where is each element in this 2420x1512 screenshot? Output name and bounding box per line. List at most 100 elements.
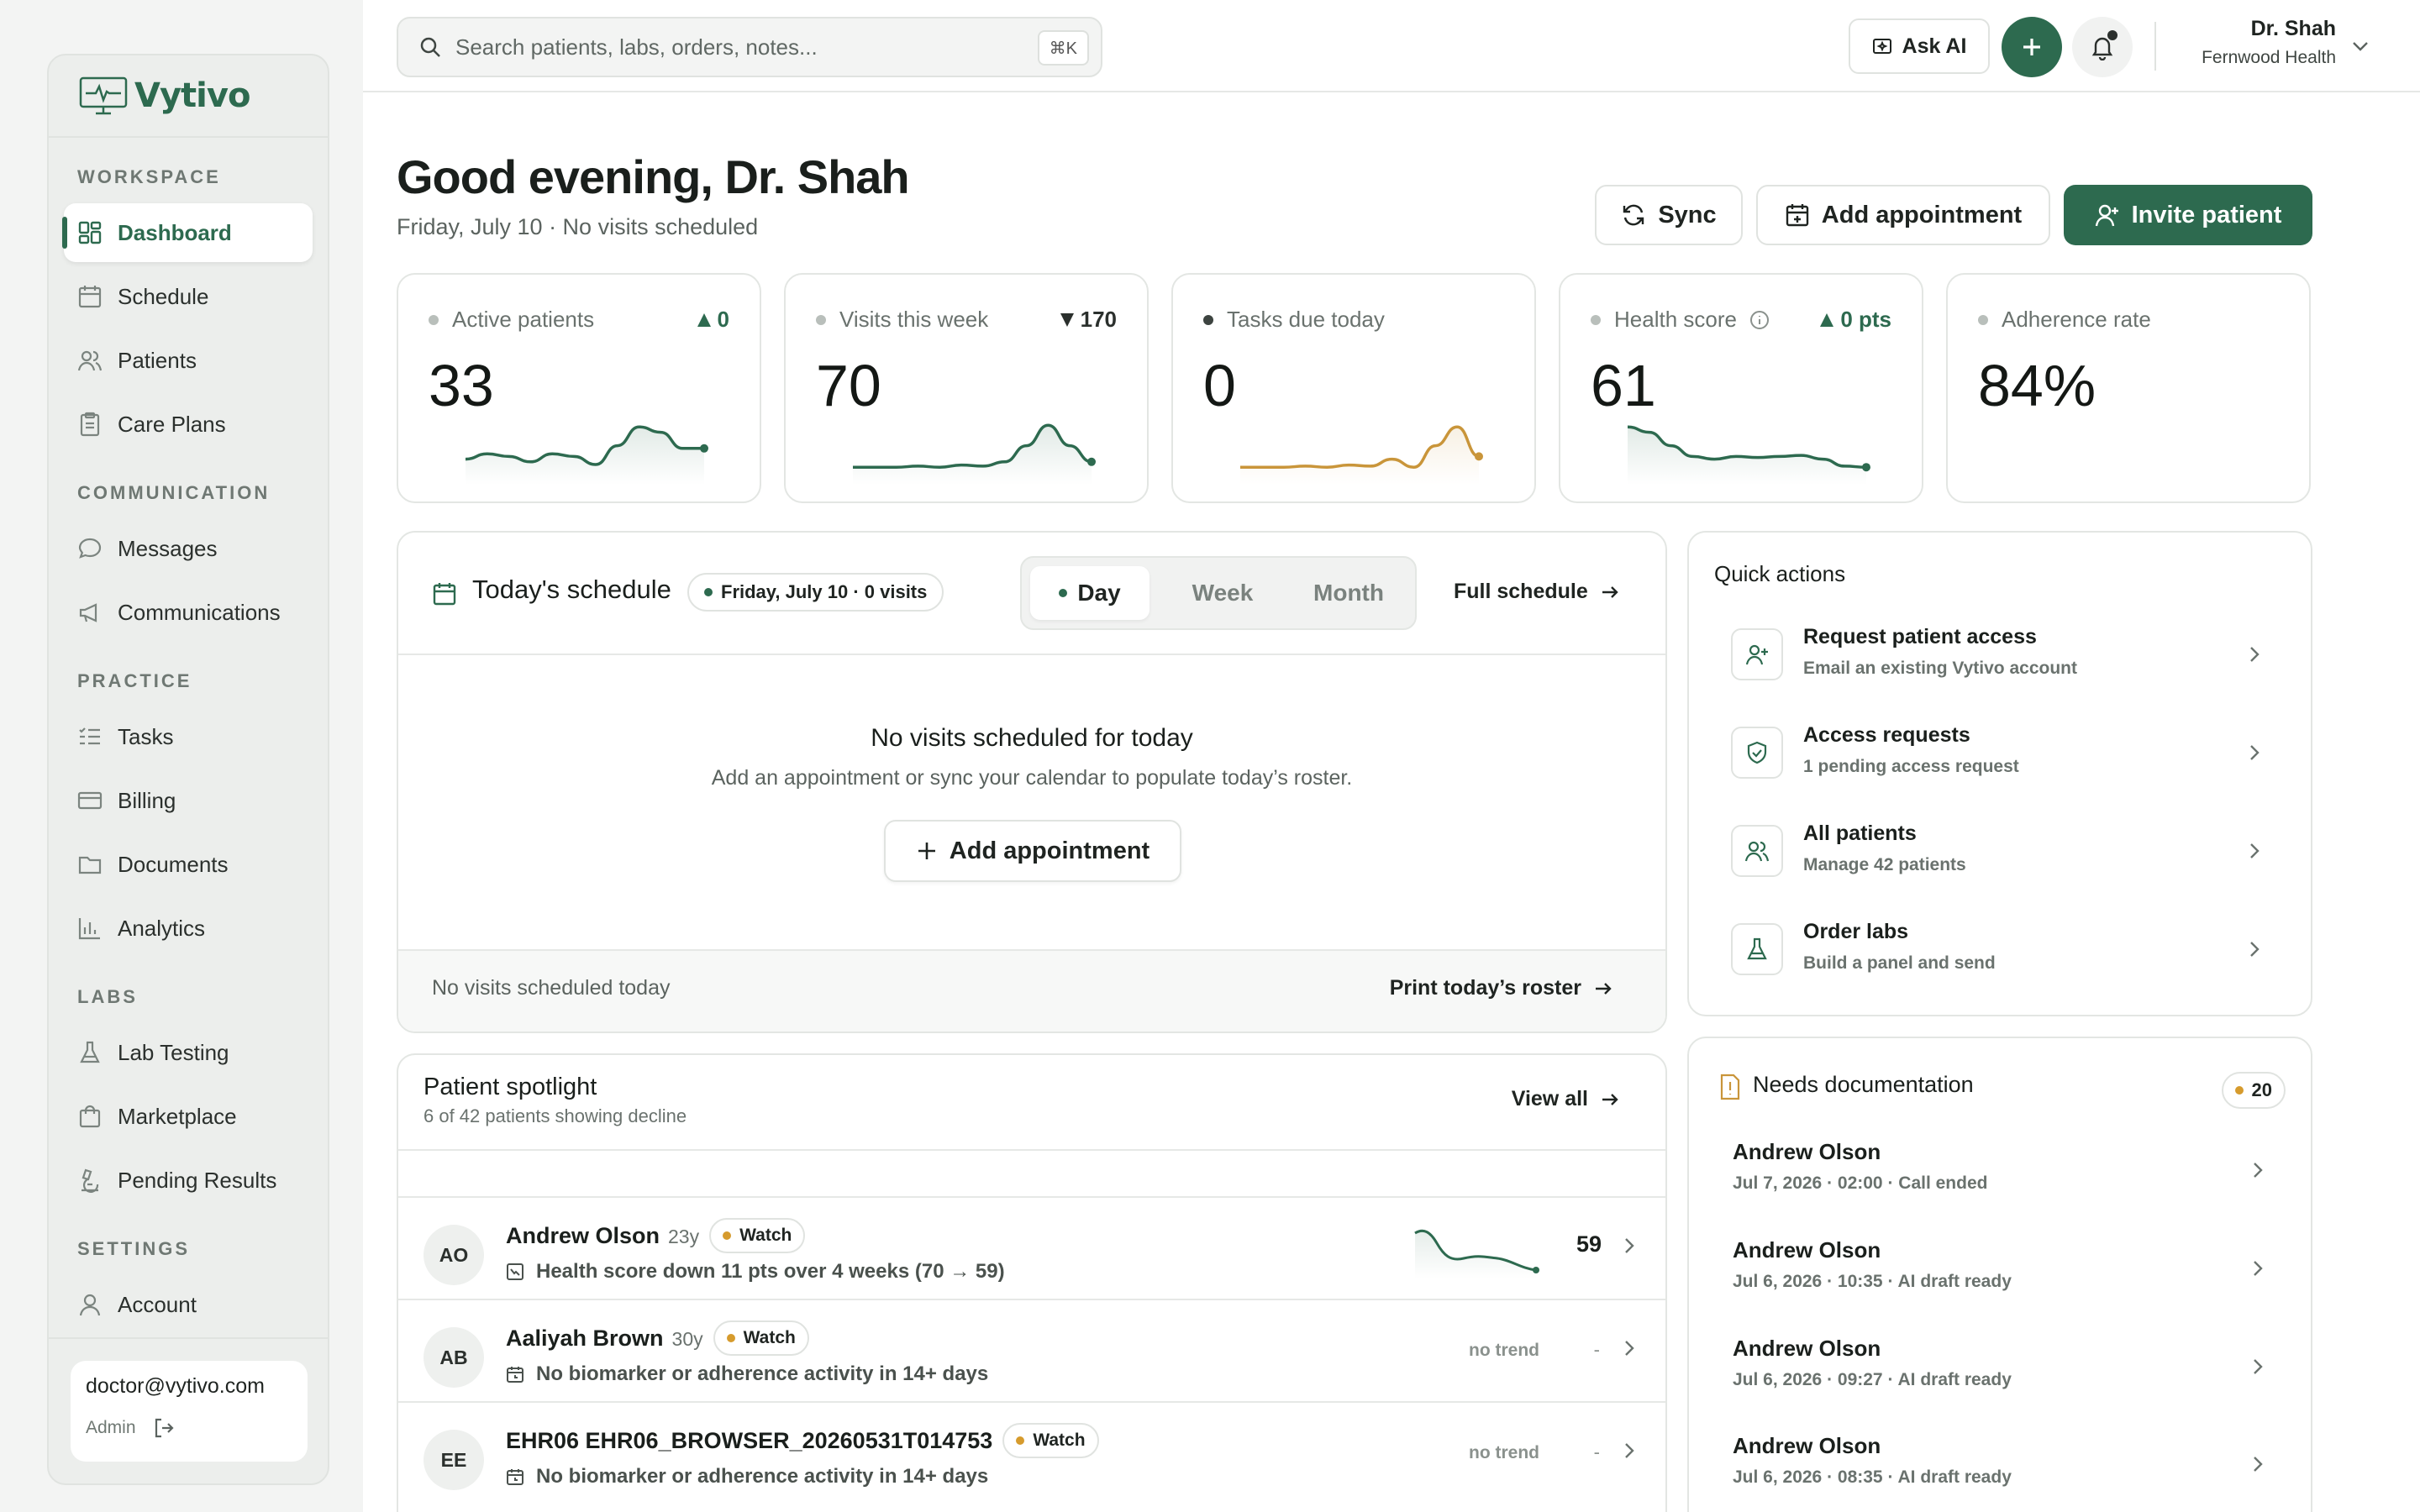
tab-month[interactable]: Month [1289, 566, 1408, 620]
sparkline-end-point [1475, 452, 1483, 461]
status-dot [723, 1231, 732, 1240]
sparkline-area [853, 425, 1092, 485]
sidebar-item-marketplace[interactable]: Marketplace [64, 1087, 313, 1146]
active-dot [1059, 589, 1068, 597]
notifications-button[interactable] [2072, 17, 2133, 77]
list-item[interactable]: Andrew Olson Jul 6, 2026 · 08:35 · AI dr… [1733, 1433, 2270, 1500]
sidebar-item-patients[interactable]: Patients [64, 331, 313, 390]
health-score: - [1593, 1339, 1600, 1360]
stat-delta: 170 [1080, 307, 1117, 332]
stat-card-health-score[interactable]: Health score 0 pts 61 [1559, 273, 1923, 503]
list-item[interactable]: Andrew Olson Jul 7, 2026 · 02:00 · Call … [1733, 1139, 2270, 1206]
credit-card-icon [77, 788, 103, 813]
sparkle-box-icon [1872, 36, 1902, 56]
sidebar-item-communications[interactable]: Communications [64, 583, 313, 642]
tab-label: Month [1313, 580, 1384, 606]
create-button[interactable] [2002, 17, 2062, 77]
note-detail: Jul 6, 2026 · 08:35 · AI draft ready [1733, 1467, 2012, 1487]
sidebar-item-tasks[interactable]: Tasks [64, 707, 313, 766]
info-icon[interactable] [1749, 309, 1770, 331]
status-badge: Watch [1002, 1423, 1099, 1458]
sparkline [465, 425, 708, 485]
sparkline-line [852, 423, 1092, 469]
add-appointment-button[interactable]: Add appointment [1756, 185, 2050, 245]
patient-name: Aaliyah Brown [506, 1326, 664, 1352]
sidebar-item-analytics[interactable]: Analytics [64, 899, 313, 958]
patient-name: Andrew Olson [506, 1223, 660, 1249]
sidebar-item-billing[interactable]: Billing [64, 771, 313, 830]
chevron-right-icon [2252, 1259, 2264, 1278]
search-bar[interactable]: Search patients, labs, orders, notes... … [397, 17, 1102, 77]
patient-name: EHR06 EHR06_BROWSER_20260531T014753 [506, 1428, 993, 1454]
quick-action-all-patients[interactable]: All patients Manage 42 patients [1731, 816, 2267, 885]
invite-patient-label: Invite patient [2131, 201, 2282, 228]
view-all-link[interactable]: View all [1512, 1087, 1620, 1111]
sidebar-item-pending-results[interactable]: Pending Results [64, 1151, 313, 1210]
sidebar-item-messages[interactable]: Messages [64, 519, 313, 578]
sidebar-item-dashboard[interactable]: Dashboard [62, 203, 313, 262]
stat-card-tasks-due-today[interactable]: Tasks due today 0 [1171, 273, 1536, 503]
note-patient-name: Andrew Olson [1733, 1433, 1881, 1458]
logout-icon[interactable] [136, 1417, 175, 1439]
user-card[interactable]: doctor@vytivo.com Admin [71, 1361, 308, 1462]
sparkline [1239, 425, 1483, 485]
stat-card-visits-this-week[interactable]: Visits this week 170 70 [784, 273, 1149, 503]
message-icon [77, 536, 103, 561]
section-practice: PRACTICE [77, 670, 192, 691]
ask-ai-button[interactable]: Ask AI [1849, 18, 1990, 74]
patient-age: 30y [671, 1328, 703, 1351]
schedule-footer-text: No visits scheduled today [432, 976, 671, 1000]
account-menu[interactable]: Dr. Shah Fernwood Health [2202, 17, 2370, 68]
sidebar: Vytivo WORKSPACE Dashboard Schedule Pati… [47, 54, 329, 1485]
count-badge: 20 [2221, 1072, 2286, 1109]
sidebar-item-lab-testing[interactable]: Lab Testing [64, 1023, 313, 1082]
print-roster-link[interactable]: Print today’s roster [1390, 976, 1613, 1000]
stat-label: Active patients [452, 307, 595, 332]
sidebar-item-label: Billing [118, 787, 176, 813]
table-row[interactable]: AO Andrew Olson 23y Watch Health score dow… [398, 1196, 1665, 1299]
ask-ai-label: Ask AI [1902, 34, 1967, 58]
sidebar-item-label: Schedule [118, 283, 209, 309]
sidebar-item-documents[interactable]: Documents [64, 835, 313, 894]
account-org: Fernwood Health [2202, 48, 2336, 67]
quick-action-request-access[interactable]: Request patient access Email an existing… [1731, 620, 2267, 689]
section-workspace: WORKSPACE [77, 166, 221, 187]
stat-card-adherence-rate[interactable]: Adherence rate 84% [1946, 273, 2311, 503]
sidebar-item-care-plans[interactable]: Care Plans [64, 395, 313, 454]
sync-button[interactable]: Sync [1595, 185, 1743, 245]
tab-day[interactable]: Day [1030, 566, 1150, 620]
shopping-bag-icon [77, 1104, 103, 1129]
trend-up-icon [697, 312, 711, 327]
arrow-right-icon [1588, 582, 1620, 602]
list-item[interactable]: Andrew Olson Jul 6, 2026 · 10:35 · AI dr… [1733, 1237, 2270, 1305]
invite-patient-button[interactable]: Invite patient [2064, 185, 2312, 245]
calendar-clock-icon [506, 1467, 536, 1486]
sidebar-item-account[interactable]: Account [64, 1275, 313, 1334]
quick-action-order-labs[interactable]: Order labs Build a panel and send [1731, 915, 2267, 984]
sidebar-item-label: Dashboard [118, 219, 232, 245]
table-row[interactable]: EE EHR06 EHR06_BROWSER_20260531T014753 Wa… [398, 1401, 1665, 1504]
table-row[interactable]: AB Aaliyah Brown 30y Watch No biomarker or… [398, 1299, 1665, 1401]
stat-label: Adherence rate [2002, 307, 2151, 332]
schedule-date-badge: Friday, July 10 · 0 visits [687, 573, 944, 612]
avatar: AB [424, 1327, 484, 1388]
quick-action-access-requests[interactable]: Access requests 1 pending access request [1731, 718, 2267, 787]
empty-add-appointment-button[interactable]: Add appointment [884, 820, 1181, 882]
stat-card-active-patients[interactable]: Active patients 0 33 [397, 273, 761, 503]
chevron-right-icon [2252, 1455, 2264, 1473]
full-schedule-link[interactable]: Full schedule [1454, 580, 1620, 604]
list-item[interactable]: Andrew Olson Jul 6, 2026 · 09:27 · AI dr… [1733, 1336, 2270, 1403]
sidebar-item-schedule[interactable]: Schedule [64, 267, 313, 326]
schedule-footer: No visits scheduled today Print today’s … [398, 949, 1665, 1032]
search-input[interactable]: Search patients, labs, orders, notes... [455, 34, 818, 60]
chevron-right-icon [2249, 743, 2260, 762]
logo[interactable]: Vytivo [49, 55, 328, 138]
status-dot [1016, 1436, 1025, 1445]
quick-action-label: All patients [1803, 822, 1917, 845]
tab-week[interactable]: Week [1163, 566, 1282, 620]
plus-icon [2018, 34, 2045, 60]
plus-icon [916, 840, 950, 862]
schedule-panel: Today's schedule Friday, July 10 · 0 vis… [397, 531, 1667, 1033]
stat-label: Visits this week [839, 307, 989, 332]
user-plus-icon [2095, 202, 2132, 228]
